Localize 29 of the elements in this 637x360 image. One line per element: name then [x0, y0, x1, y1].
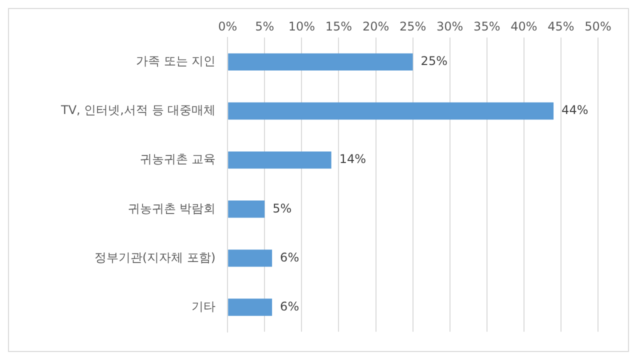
data-label: 25%	[420, 54, 448, 68]
y-tick-label: 정부기관(지자체 포함)	[94, 250, 216, 264]
y-tick-label: 귀농귀촌 교육	[140, 152, 216, 166]
bar	[228, 151, 332, 169]
x-tick-label: 45%	[548, 19, 574, 34]
x-tick-label: 50%	[584, 19, 612, 34]
x-tick-label: 15%	[325, 19, 352, 34]
x-tick-label: 35%	[474, 19, 500, 34]
y-tick-label: 가족 또는 지인	[136, 54, 216, 68]
x-tick-label: 25%	[399, 19, 426, 34]
bar	[228, 250, 272, 267]
bar	[228, 298, 272, 316]
x-tick-label: 40%	[510, 19, 538, 34]
data-label: 6%	[280, 250, 300, 264]
bar	[228, 102, 554, 120]
data-label: 6%	[280, 299, 300, 314]
x-tick-label: 10%	[288, 19, 316, 34]
x-tick-label: 20%	[362, 19, 390, 34]
data-label: 44%	[562, 103, 588, 118]
bar	[228, 53, 413, 71]
data-label: 14%	[339, 152, 366, 166]
y-tick-label: 기타	[192, 299, 216, 314]
x-tick-label: 30%	[436, 19, 464, 34]
y-tick-label: 귀농귀촌 박람회	[128, 201, 216, 216]
bar	[228, 200, 265, 218]
data-label: 5%	[272, 201, 292, 216]
x-tick-label: 5%	[255, 19, 274, 34]
y-tick-label: TV, 인터넷,서적 등 대중매체	[60, 103, 216, 118]
x-tick-label: 0%	[218, 19, 238, 34]
